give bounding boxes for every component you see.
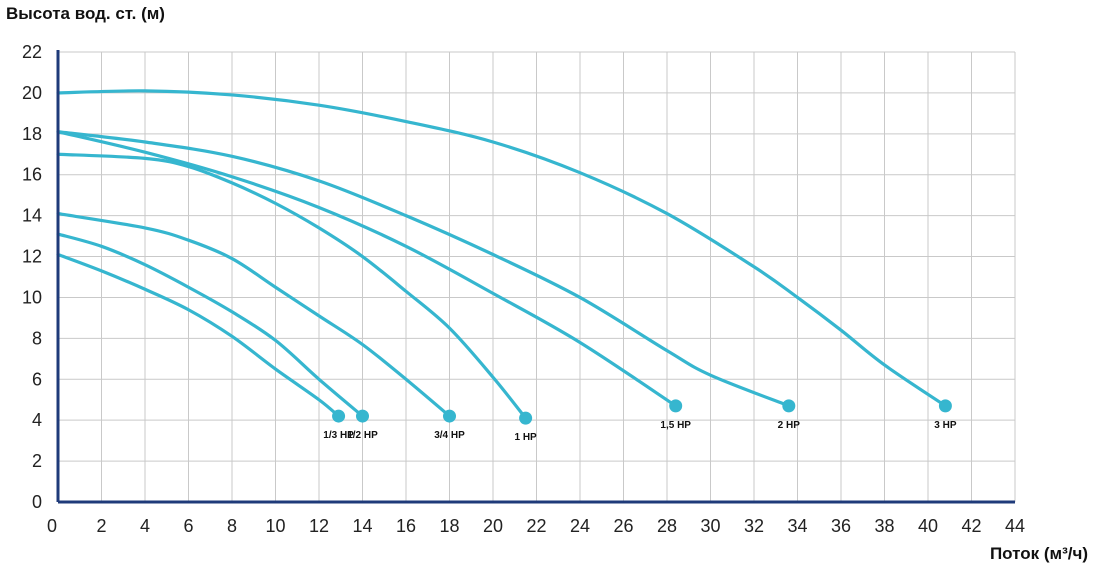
curve-line [56, 232, 365, 418]
curve-line [56, 152, 528, 420]
x-tick-label: 38 [874, 516, 894, 536]
curve-end-point [332, 409, 346, 423]
grid-lines [58, 51, 1016, 502]
y-tick-label: 22 [22, 42, 42, 62]
x-tick-label: 6 [183, 516, 193, 536]
curve-label: 1/3 HP [323, 430, 354, 441]
x-tick-label: 36 [831, 516, 851, 536]
y-tick-label: 16 [22, 165, 42, 185]
y-tick-label: 20 [22, 83, 42, 103]
x-tick-label: 44 [1005, 516, 1025, 536]
curve-line [56, 89, 947, 408]
y-tick-label: 10 [22, 287, 42, 307]
curve-end-point [938, 399, 952, 413]
tick-labels: 0 2 4 6 8 10 12 14 16 18 20 22 24 26 28 30 32 34 36 38 40 42 4… [22, 42, 1025, 536]
curve-label: 2 HP [778, 420, 801, 431]
curve-line [56, 211, 452, 418]
curve-line [56, 130, 791, 408]
x-tick-label: 24 [570, 516, 590, 536]
curve-labels: 1/3 HP1/2 HP 3/4 HP 1 HP 1,5 HP 2 HP 3 HP [323, 420, 957, 443]
curve-label: 3 HP [934, 420, 957, 431]
end-points [332, 399, 952, 425]
curve-end-point [669, 399, 683, 413]
curve-label: 1/2 HP [347, 430, 378, 441]
x-tick-label: 22 [526, 516, 546, 536]
x-tick-label: 18 [439, 516, 459, 536]
x-tick-label: 8 [227, 516, 237, 536]
x-tick-label: 0 [47, 516, 57, 536]
curve-line [56, 252, 341, 418]
y-tick-label: 0 [32, 492, 42, 512]
x-tick-label: 42 [961, 516, 981, 536]
x-tick-label: 2 [96, 516, 106, 536]
axes [56, 50, 1015, 504]
x-tick-label: 12 [309, 516, 329, 536]
curve-end-point [443, 409, 456, 423]
x-axis-title: Поток (м³/ч) [989, 544, 1088, 563]
y-tick-label: 18 [22, 124, 42, 144]
curve-label: 1,5 HP [660, 420, 691, 431]
y-tick-label: 14 [22, 206, 42, 226]
curve-label: 3/4 HP [434, 430, 465, 441]
x-tick-label: 20 [483, 516, 503, 536]
x-tick-label: 14 [352, 516, 372, 536]
x-tick-label: 30 [700, 516, 720, 536]
curve-end-point [356, 409, 369, 423]
pump-curves [56, 89, 947, 420]
x-tick-label: 26 [613, 516, 633, 536]
x-tick-label: 10 [265, 516, 285, 536]
y-tick-label: 4 [32, 410, 42, 430]
y-axis-title: Высота вод. ст. (м) [6, 4, 165, 23]
x-tick-label: 28 [657, 516, 677, 536]
y-tick-label: 2 [32, 451, 42, 471]
x-tick-label: 32 [744, 516, 764, 536]
x-tick-label: 4 [140, 516, 150, 536]
y-tick-label: 8 [32, 328, 42, 348]
x-tick-label: 16 [396, 516, 416, 536]
x-tick-label: 40 [918, 516, 938, 536]
curve-line [56, 130, 678, 408]
y-tick-label: 12 [22, 247, 42, 267]
curve-end-point [782, 399, 796, 413]
y-tick-label: 6 [32, 369, 42, 389]
x-tick-label: 34 [787, 516, 807, 536]
curve-end-point [519, 411, 533, 425]
curve-label: 1 HP [515, 432, 538, 443]
